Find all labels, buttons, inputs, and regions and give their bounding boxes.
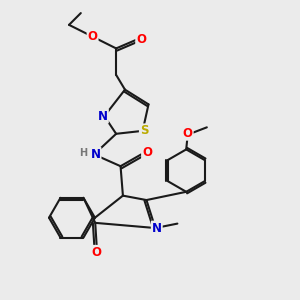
Text: N: N <box>152 221 162 235</box>
Text: O: O <box>88 30 98 43</box>
Text: N: N <box>91 148 100 161</box>
Text: S: S <box>140 124 148 137</box>
Text: O: O <box>142 146 152 159</box>
Text: O: O <box>183 127 193 140</box>
Text: H: H <box>80 148 88 158</box>
Text: O: O <box>136 33 146 46</box>
Text: O: O <box>92 246 102 259</box>
Text: N: N <box>98 110 108 123</box>
